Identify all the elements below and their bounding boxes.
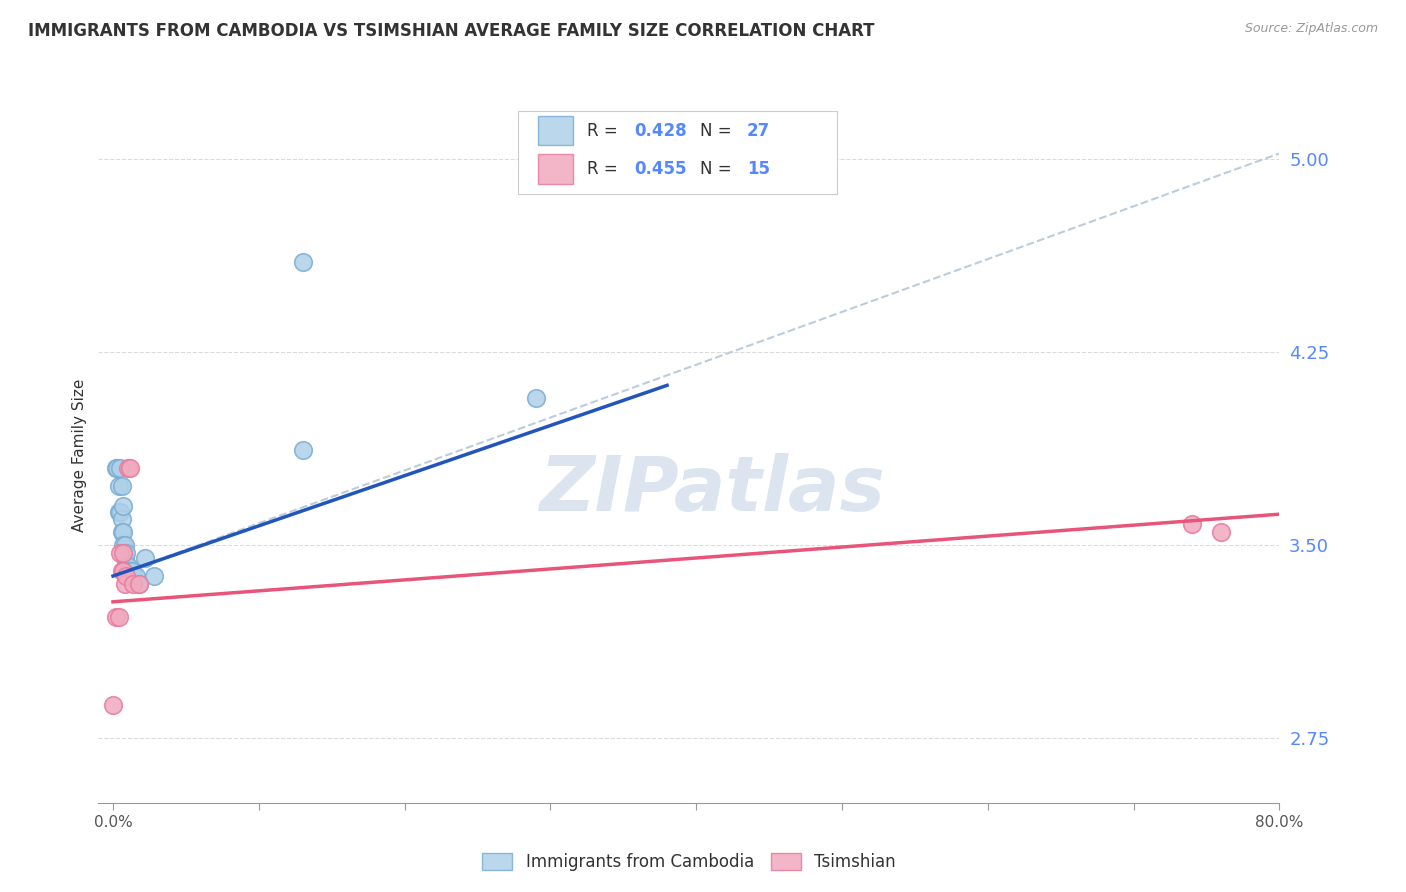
Point (115, 558, 138, 573)
Point (120, 460, 142, 475)
Point (104, 610, 127, 624)
Point (108, 505, 131, 519)
Text: R =: R = (588, 160, 623, 178)
Point (110, 546, 132, 560)
Point (112, 564, 135, 578)
Text: N =: N = (700, 121, 737, 140)
Point (142, 569, 165, 583)
Point (111, 479, 134, 493)
Point (112, 500, 135, 514)
Point (122, 569, 145, 583)
Y-axis label: Average Family Size: Average Family Size (72, 378, 87, 532)
FancyBboxPatch shape (537, 154, 574, 184)
Text: R =: R = (588, 121, 623, 140)
Point (128, 576, 150, 591)
Point (291, 254, 314, 268)
Point (291, 442, 314, 457)
Point (110, 460, 132, 475)
Point (115, 546, 138, 560)
Point (104, 460, 127, 475)
Text: 0.428: 0.428 (634, 121, 688, 140)
Point (1181, 517, 1204, 532)
Point (105, 460, 128, 475)
Point (114, 576, 136, 591)
Text: 0.455: 0.455 (634, 160, 688, 178)
Point (108, 479, 131, 493)
Point (524, 391, 547, 405)
Point (108, 610, 131, 624)
Point (134, 551, 156, 566)
Point (122, 576, 145, 591)
Point (125, 569, 148, 583)
Point (111, 564, 134, 578)
FancyBboxPatch shape (537, 116, 574, 145)
Point (112, 538, 135, 552)
Text: 15: 15 (747, 160, 770, 178)
Point (111, 525, 134, 540)
Point (114, 538, 136, 552)
Point (114, 551, 136, 566)
Point (118, 564, 141, 578)
Text: N =: N = (700, 160, 737, 178)
Point (121, 564, 143, 578)
Point (110, 505, 132, 519)
Point (111, 512, 134, 526)
Point (128, 576, 150, 591)
Point (112, 525, 135, 540)
Point (117, 460, 139, 475)
Point (115, 569, 138, 583)
FancyBboxPatch shape (517, 111, 837, 194)
Text: ZIPatlas: ZIPatlas (540, 453, 886, 526)
Text: Source: ZipAtlas.com: Source: ZipAtlas.com (1244, 22, 1378, 36)
Point (1211, 525, 1233, 540)
Point (117, 558, 139, 573)
Point (101, 698, 124, 712)
Point (112, 546, 135, 560)
Legend: Immigrants from Cambodia, Tsimshian: Immigrants from Cambodia, Tsimshian (475, 847, 903, 878)
Text: IMMIGRANTS FROM CAMBODIA VS TSIMSHIAN AVERAGE FAMILY SIZE CORRELATION CHART: IMMIGRANTS FROM CAMBODIA VS TSIMSHIAN AV… (28, 22, 875, 40)
Text: 27: 27 (747, 121, 770, 140)
